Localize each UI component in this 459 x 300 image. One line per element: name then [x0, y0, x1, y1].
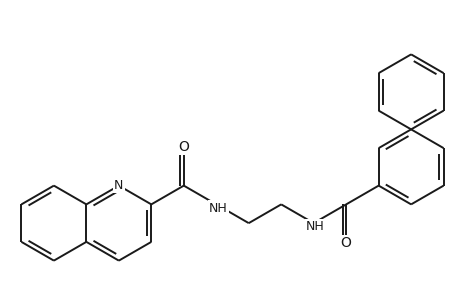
Text: O: O [178, 140, 189, 154]
Text: N: N [114, 179, 123, 192]
Text: NH: NH [306, 220, 324, 233]
Text: NH: NH [208, 202, 227, 214]
Text: O: O [340, 236, 351, 250]
